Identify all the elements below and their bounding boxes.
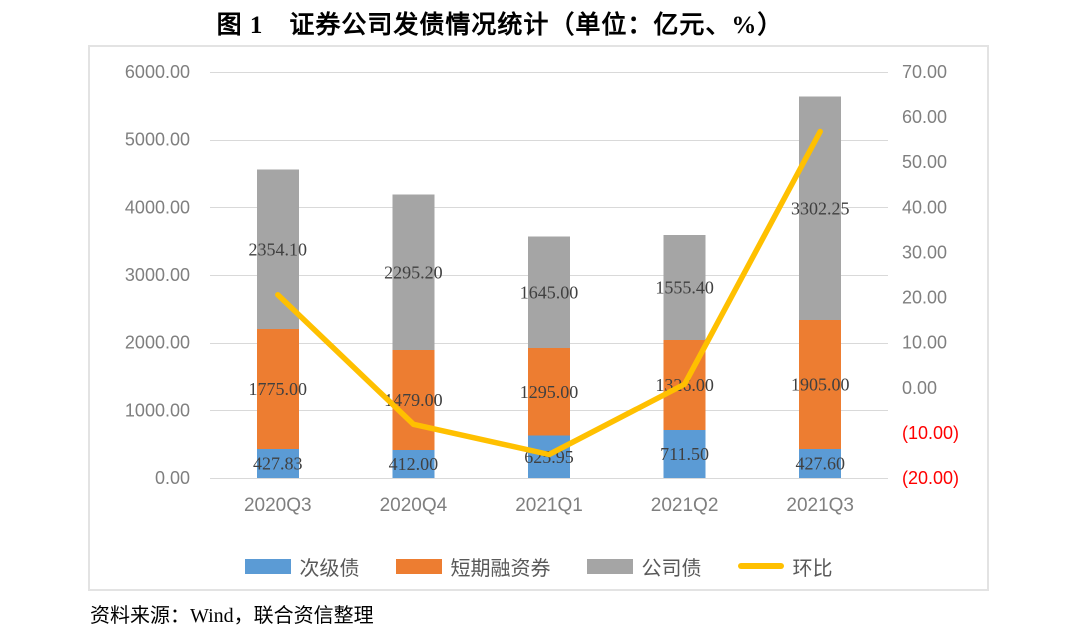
stacked-bar-line-chart: 0.00 1000.00 2000.00 3000.00 4000.00 5000.00 6… xyxy=(125,62,959,516)
legend-swatch-line-icon xyxy=(737,563,784,569)
svg-text:5000.00: 5000.00 xyxy=(125,130,190,150)
svg-text:50.00: 50.00 xyxy=(902,152,947,172)
svg-text:711.50: 711.50 xyxy=(660,444,709,464)
svg-text:1295.00: 1295.00 xyxy=(520,382,579,402)
stacked-bars xyxy=(256,96,842,478)
svg-text:0.00: 0.00 xyxy=(155,468,190,488)
svg-text:2021Q2: 2021Q2 xyxy=(651,495,719,516)
svg-text:60.00: 60.00 xyxy=(902,107,947,127)
legend-label: 次级债 xyxy=(299,557,360,580)
svg-text:2020Q3: 2020Q3 xyxy=(244,495,312,516)
svg-text:4000.00: 4000.00 xyxy=(125,197,190,217)
svg-text:1555.40: 1555.40 xyxy=(655,278,714,298)
svg-text:2354.10: 2354.10 xyxy=(249,239,307,259)
svg-text:30.00: 30.00 xyxy=(902,242,947,262)
chart-legend: 次级债 短期融资券 公司债 环比 xyxy=(90,552,987,581)
svg-text:40.00: 40.00 xyxy=(902,197,947,217)
svg-text:2020Q4: 2020Q4 xyxy=(380,495,448,516)
svg-text:2021Q3: 2021Q3 xyxy=(786,495,854,516)
legend-swatch-bar-icon xyxy=(586,558,633,574)
legend-label: 环比 xyxy=(792,557,833,580)
qoq-line xyxy=(275,128,823,458)
svg-text:1000.00: 1000.00 xyxy=(125,400,190,420)
svg-text:1905.00: 1905.00 xyxy=(791,375,850,395)
left-axis-tick-labels: 0.00 1000.00 2000.00 3000.00 4000.00 5000.00 6… xyxy=(125,62,190,488)
legend-item-corporate-bonds: 公司债 xyxy=(586,552,702,581)
source-note: 资料来源：Wind，联合资信整理 xyxy=(90,605,374,627)
svg-text:427.60: 427.60 xyxy=(795,454,845,474)
svg-text:412.00: 412.00 xyxy=(389,454,439,474)
svg-text:427.83: 427.83 xyxy=(253,454,302,474)
svg-text:(10.00): (10.00) xyxy=(902,423,959,443)
svg-text:70.00: 70.00 xyxy=(902,62,947,82)
svg-text:10.00: 10.00 xyxy=(902,333,947,353)
svg-text:1479.00: 1479.00 xyxy=(384,390,443,410)
svg-text:3302.25: 3302.25 xyxy=(791,198,850,218)
svg-text:3000.00: 3000.00 xyxy=(125,265,190,285)
svg-text:1775.00: 1775.00 xyxy=(249,379,307,399)
legend-label: 短期融资券 xyxy=(450,557,551,580)
svg-text:2000.00: 2000.00 xyxy=(125,333,190,353)
bar-data-labels: 427.83 1775.00 2354.10 412.00 1479.00 2295.20… xyxy=(249,198,850,474)
svg-text:20.00: 20.00 xyxy=(902,288,947,308)
svg-text:2295.20: 2295.20 xyxy=(384,262,443,282)
svg-text:6000.00: 6000.00 xyxy=(125,62,190,82)
legend-item-subordinated-bonds: 次级债 xyxy=(244,552,360,581)
legend-item-short-term-financing-bills: 短期融资券 xyxy=(395,552,551,581)
x-axis-category-labels: 2020Q3 2020Q4 2021Q1 2021Q2 2021Q3 xyxy=(244,495,854,516)
legend-label: 公司债 xyxy=(641,557,702,580)
svg-text:0.00: 0.00 xyxy=(902,378,937,398)
chart-frame: 0.00 1000.00 2000.00 3000.00 4000.00 5000.00 6… xyxy=(88,45,989,591)
legend-swatch-bar-icon xyxy=(395,558,442,574)
right-axis-tick-labels: 70.00 60.00 50.00 40.00 30.00 20.00 10.00 0.00 (… xyxy=(902,62,959,488)
legend-swatch-bar-icon xyxy=(244,558,291,574)
chart-title: 图 1 证券公司发债情况统计（单位：亿元、%） xyxy=(216,12,784,39)
svg-text:2021Q1: 2021Q1 xyxy=(515,495,583,516)
legend-item-qoq: 环比 xyxy=(737,552,833,581)
svg-text:1645.00: 1645.00 xyxy=(520,282,579,302)
svg-text:(20.00): (20.00) xyxy=(902,468,959,488)
